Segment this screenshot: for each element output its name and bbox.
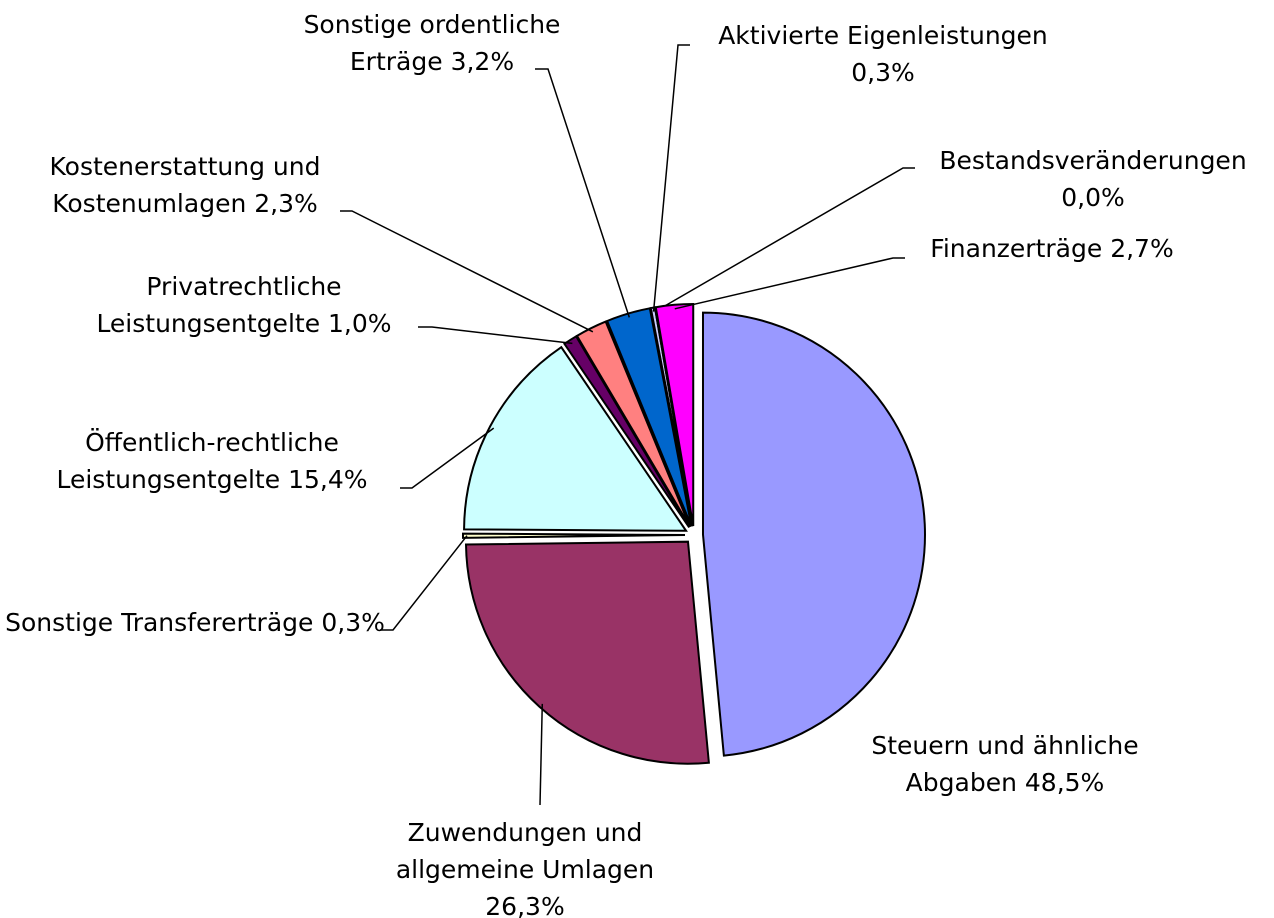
category-name: Öffentlich-rechtliche Leistungsentgelte bbox=[56, 428, 339, 494]
slice-label: Sonstige Transfererträge 0,3% bbox=[5, 604, 385, 641]
leader-line bbox=[539, 703, 544, 806]
slice-label: Finanzerträge 2,7% bbox=[887, 230, 1217, 267]
leader-line bbox=[400, 427, 495, 489]
category-name: Kostenerstattung und Kostenumlagen bbox=[49, 152, 321, 218]
pie-slice bbox=[462, 532, 686, 539]
value-label: 26,3% bbox=[485, 892, 565, 918]
category-name: Finanzerträge bbox=[930, 234, 1103, 263]
value-label: 1,0% bbox=[328, 309, 392, 338]
pie-slice bbox=[464, 540, 710, 765]
category-name: Privatrechtliche Leistungsentgelte bbox=[96, 272, 342, 338]
category-name: Sonstige ordentliche Erträge bbox=[303, 10, 561, 76]
category-name: Zuwendungen und allgemeine Umlagen bbox=[395, 818, 655, 884]
pie-slice bbox=[575, 320, 691, 528]
value-label: 2,7% bbox=[1110, 234, 1174, 263]
leader-line bbox=[652, 44, 690, 312]
leader-line bbox=[380, 535, 468, 631]
slice-label: Zuwendungen und allgemeine Umlagen 26,3% bbox=[373, 814, 678, 918]
pie-slice bbox=[463, 345, 688, 532]
slice-label: Bestandsveränderungen 0,0% bbox=[916, 142, 1270, 216]
value-label: 0,3% bbox=[851, 58, 915, 87]
leader-line bbox=[340, 210, 594, 333]
value-label: 3,2% bbox=[450, 47, 515, 76]
category-name: Sonstige Transfererträge bbox=[5, 608, 314, 637]
slice-label: Kostenerstattung und Kostenumlagen 2,3% bbox=[21, 148, 349, 222]
slice-label: Öffentlich-rechtliche Leistungsentgelte … bbox=[26, 424, 398, 498]
category-name: Aktivierte Eigenleistungen bbox=[718, 21, 1048, 50]
value-label: 15,4% bbox=[288, 465, 368, 494]
value-label: 48,5% bbox=[1024, 768, 1105, 797]
slice-label: Privatrechtliche Leistungsentgelte 1,0% bbox=[72, 268, 417, 342]
slice-label: Aktivierte Eigenleistungen 0,3% bbox=[686, 17, 1081, 91]
slice-label: Sonstige ordentliche Erträge 3,2% bbox=[276, 6, 588, 80]
category-name: Steuern und ähnliche Abgaben bbox=[871, 731, 1139, 797]
value-label: 0,0% bbox=[1061, 183, 1125, 212]
leader-line bbox=[674, 257, 905, 310]
value-label: 2,3% bbox=[254, 189, 318, 218]
leader-line bbox=[655, 167, 915, 312]
leader-line bbox=[418, 326, 573, 345]
pie-slice bbox=[701, 311, 926, 757]
leader-line bbox=[535, 68, 631, 318]
value-label: 0,3% bbox=[321, 608, 385, 637]
category-name: Bestandsveränderungen bbox=[939, 146, 1247, 175]
slice-label: Steuern und ähnliche Abgaben 48,5% bbox=[840, 727, 1170, 801]
